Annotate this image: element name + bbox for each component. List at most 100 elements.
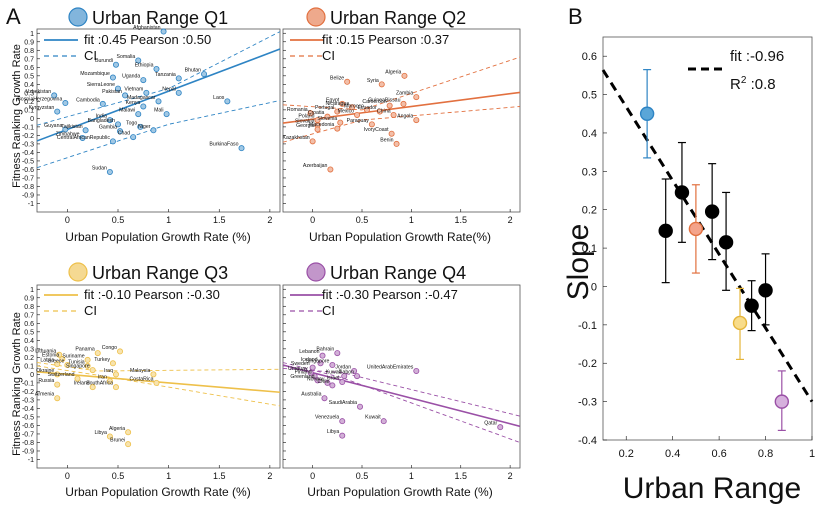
data-point <box>54 395 61 402</box>
chart-q3: 10.90.80.70.60.50.40.30.20.10-0.1-0.2-0.… <box>22 262 281 481</box>
data-point-label: Greenland <box>290 374 314 380</box>
data-point <box>153 66 160 73</box>
data-point-label: Singapore <box>306 359 330 365</box>
ci-upper-line <box>37 362 280 372</box>
data-point <box>112 384 119 391</box>
data-point-label: Belize <box>330 75 344 81</box>
y-tick-label: 0.1 <box>24 363 34 370</box>
data-point <box>758 283 773 298</box>
title-marker <box>306 262 326 282</box>
data-point-label: Nicaragua <box>325 101 349 107</box>
data-point-label: Burundi <box>95 58 113 64</box>
data-point <box>115 85 122 92</box>
data-point <box>56 351 63 358</box>
y-tick-label: -0.1 <box>22 124 34 131</box>
data-point <box>339 100 346 107</box>
data-point <box>54 108 61 115</box>
data-point <box>175 89 182 96</box>
data-point <box>82 127 89 134</box>
data-point-label: Mexico <box>338 108 355 114</box>
x-axis-label-q1: Urban Population Growth Rate (%) <box>65 230 250 244</box>
data-point <box>327 166 334 173</box>
y-tick-label: 0.9 <box>24 39 34 46</box>
data-point <box>125 441 132 448</box>
data-point-label: India <box>96 114 107 120</box>
chart-q2: 0 0.5 1 1.5 2 Algeria Belize Syria ZambiaGuineaB… <box>283 7 521 225</box>
data-point <box>122 92 129 99</box>
data-point <box>317 360 324 367</box>
data-point <box>674 185 690 200</box>
data-point-label: Ireland <box>74 381 90 387</box>
plot-frame <box>282 284 521 469</box>
data-point-label: Qatar <box>484 421 497 427</box>
data-point <box>329 382 336 389</box>
data-point <box>344 78 351 85</box>
data-point <box>238 145 245 152</box>
panel-letter-b: B <box>568 4 583 29</box>
y-tick-label: -0.3 <box>578 397 597 409</box>
data-point <box>150 371 157 378</box>
data-point <box>140 77 147 84</box>
y-tick-label: -0.1 <box>578 320 597 332</box>
chart-title-q4: Urban Range Q4 <box>330 263 466 283</box>
data-point-label: Brunei <box>110 438 125 444</box>
y-tick-label: 1 <box>30 31 34 38</box>
y-tick-label: 0.6 <box>24 321 34 328</box>
data-point <box>150 127 157 134</box>
data-point <box>135 57 142 64</box>
x-tick-label: 2 <box>267 215 272 225</box>
y-tick-label: 0.2 <box>582 205 597 217</box>
data-point <box>109 360 116 367</box>
data-point <box>117 348 124 355</box>
data-point-label: Estonia <box>42 353 59 359</box>
data-point-label: Libya <box>94 430 107 436</box>
panel-letter-a: A <box>6 4 21 29</box>
data-point <box>314 126 321 133</box>
title-marker <box>68 7 88 27</box>
fit-line <box>283 364 520 428</box>
data-point-label: Australia <box>301 392 321 398</box>
y-tick-label: 0.3 <box>582 166 597 178</box>
data-point-label: Benin <box>380 137 393 143</box>
y-tick-label: 1 <box>30 287 34 294</box>
data-point-label: Azerbaijan <box>303 163 328 169</box>
legend-fit-b: fit :-0.96 <box>730 48 784 65</box>
y-tick-label: 0.7 <box>24 312 34 319</box>
data-point <box>201 71 208 78</box>
chart-q1: 10.90.80.70.60.50.40.30.20.10-0.1-0.2-0.… <box>17 7 281 225</box>
y-tick-label: 0.5 <box>24 73 34 80</box>
data-point <box>115 121 122 128</box>
y-tick-label: -1 <box>28 457 34 464</box>
y-tick-label: -1 <box>28 201 34 208</box>
data-point <box>324 379 331 386</box>
x-tick-label: 0.8 <box>758 448 773 460</box>
x-tick-label: 0 <box>65 215 70 225</box>
data-point <box>413 367 420 374</box>
x-tick-label: 0.5 <box>356 471 369 481</box>
data-point <box>351 367 358 374</box>
data-point <box>334 125 341 132</box>
y-axis-label-bottom: Fitness Ranking Growth Rate <box>11 312 23 456</box>
data-point <box>125 429 132 436</box>
data-point <box>413 117 420 124</box>
data-point <box>413 94 420 101</box>
data-point-label: Ecuador <box>357 105 377 111</box>
y-tick-label: 0.3 <box>24 90 34 97</box>
data-point <box>99 100 106 107</box>
data-point-label: Venezuela <box>315 415 339 421</box>
y-tick-label: 0.1 <box>582 243 597 255</box>
x-tick-label: 2 <box>267 471 272 481</box>
y-tick-label: -0.8 <box>22 440 34 447</box>
data-point-label: Tanzania <box>155 72 176 78</box>
data-point-label: CentralAfricanRepublic <box>57 135 110 141</box>
data-point <box>732 315 748 331</box>
y-tick-label: -0.2 <box>22 133 34 140</box>
data-point-label: Malawi <box>119 108 135 114</box>
data-point <box>400 100 407 107</box>
data-point-label: BurkinaFaso <box>209 142 238 148</box>
data-point <box>688 221 704 237</box>
data-point <box>744 298 759 313</box>
data-point <box>339 379 346 386</box>
data-point <box>388 130 395 137</box>
data-point <box>79 134 86 141</box>
